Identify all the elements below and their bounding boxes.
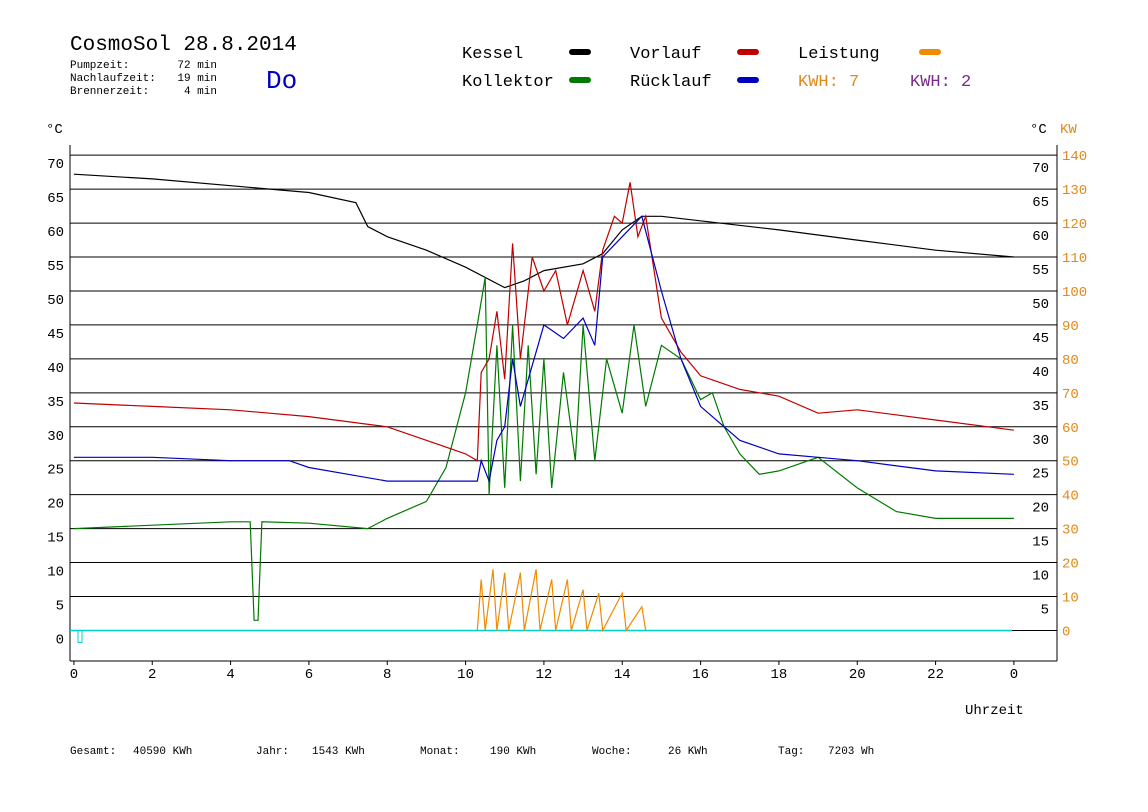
info-value: 19 min [177,73,217,85]
footer-label: Woche: [592,746,632,758]
y-tick-label: 70 [47,157,64,173]
info-value: 4 min [184,86,217,98]
x-axis-label: Uhrzeit [965,703,1024,719]
y-tick-label: 55 [47,259,64,275]
x-tick-label: 2 [148,667,156,683]
y2-tick-label: 120 [1062,217,1087,233]
legend-label: Rücklauf [630,73,712,92]
y-right-tick-label: 40 [1032,365,1049,381]
y2-tick-label: 60 [1062,421,1079,437]
baseline-marker [77,629,83,643]
y-right-tick-label: 5 [1041,603,1049,619]
y-tick-label: 50 [47,293,64,309]
x-tick-label: 10 [457,667,474,683]
series-line [73,173,1014,289]
footer-label: Gesamt: [70,746,116,758]
x-tick-label: 6 [305,667,313,683]
footer-value: 190 KWh [490,746,536,758]
x-tick-label: 16 [692,667,709,683]
legend-label: Leistung [798,45,880,64]
footer-value: 40590 KWh [133,746,192,758]
footer-value: 7203 Wh [828,746,874,758]
footer-value: 26 KWh [668,746,708,758]
series-line [73,182,1014,462]
x-tick-label: 4 [226,667,234,683]
info-value: 72 min [177,60,217,72]
y2-tick-label: 20 [1062,557,1079,573]
y-tick-label: 5 [56,599,64,615]
y2-tick-label: 0 [1062,624,1070,640]
x-tick-label: 0 [70,667,78,683]
kwh-label: KWH: 2 [910,73,971,92]
y-tick-label: 60 [47,225,64,241]
series-line [73,277,1014,621]
day: Do [266,66,297,96]
y-tick-label: 35 [47,395,64,411]
y-tick-label: 25 [47,463,64,479]
x-tick-label: 12 [536,667,553,683]
info-label: Brennerzeit: [70,86,149,98]
y-tick-label: 65 [47,191,64,207]
footer-value: 1543 KWh [312,746,365,758]
y-right-tick-label: 50 [1032,297,1049,313]
y-right-tick-label: 35 [1032,399,1049,415]
x-tick-label: 22 [927,667,944,683]
y-right-tick-label: 20 [1032,501,1049,517]
y-tick-label: 10 [47,565,64,581]
y-tick-label: 45 [47,327,64,343]
series-line [476,569,647,633]
x-tick-label: 0 [1010,667,1018,683]
y2-axis-label: KW [1060,122,1077,138]
y2-tick-label: 90 [1062,319,1079,335]
y2-tick-label: 30 [1062,523,1079,539]
info-label: Nachlaufzeit: [70,73,156,85]
series-line [73,215,1014,484]
x-tick-label: 8 [383,667,391,683]
kwh-label: KWH: 7 [798,73,859,92]
x-tick-label: 14 [614,667,631,683]
y2-tick-label: 40 [1062,489,1079,505]
y2-tick-label: 80 [1062,353,1079,369]
y2-tick-label: 110 [1062,251,1087,267]
y2-tick-label: 100 [1062,285,1087,301]
legend-label: Kollektor [462,73,554,92]
y-right-tick-label: 55 [1032,263,1049,279]
info-label: Pumpzeit: [70,60,129,72]
y-axis-label: °C [46,122,63,138]
y-right-tick-label: 45 [1032,331,1049,347]
y2-tick-label: 140 [1062,149,1087,165]
y2-tick-label: 130 [1062,183,1087,199]
y-right-tick-label: 70 [1032,161,1049,177]
footer-label: Monat: [420,746,460,758]
y-tick-label: 15 [47,531,64,547]
y-right-tick-label: 60 [1032,229,1049,245]
footer-label: Jahr: [256,746,289,758]
legend-label: Kessel [462,45,523,64]
legend-label: Vorlauf [630,45,701,64]
x-tick-label: 20 [849,667,866,683]
y-right-tick-label: 65 [1032,195,1049,211]
y-right-tick-label: 10 [1032,569,1049,585]
y2-tick-label: 50 [1062,455,1079,471]
y-tick-label: 40 [47,361,64,377]
y2-tick-label: 70 [1062,387,1079,403]
chart-title: CosmoSol 28.8.2014 [70,34,297,57]
footer-label: Tag: [778,746,804,758]
y-tick-label: 0 [56,632,64,648]
y-tick-label: 30 [47,429,64,445]
y2-axis-label-c: °C [1030,122,1047,138]
y-right-tick-label: 15 [1032,535,1049,551]
y-tick-label: 20 [47,497,64,513]
x-tick-label: 18 [771,667,788,683]
y2-tick-label: 10 [1062,591,1079,607]
y-right-tick-label: 25 [1032,467,1049,483]
y-right-tick-label: 30 [1032,433,1049,449]
